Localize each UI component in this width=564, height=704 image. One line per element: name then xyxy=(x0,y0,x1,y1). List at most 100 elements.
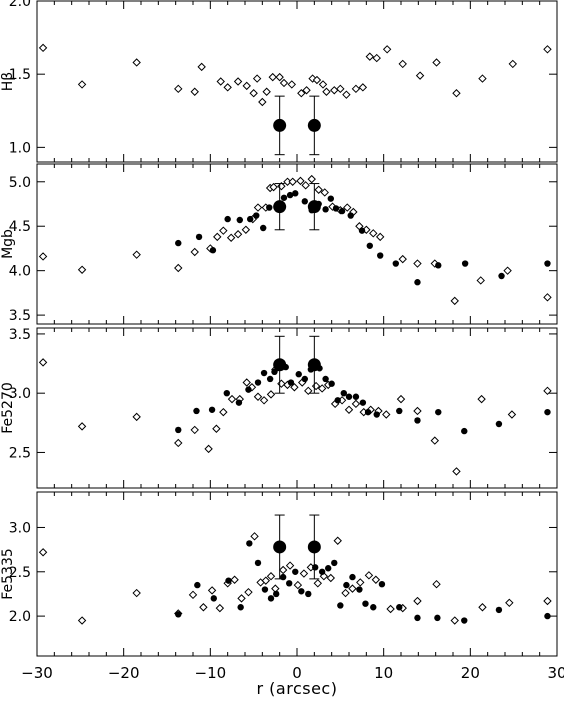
data-point-open-diamond xyxy=(430,436,440,445)
data-point-filled xyxy=(362,600,369,607)
data-point-filled xyxy=(461,260,469,267)
data-point-open-diamond xyxy=(262,87,271,96)
data-point-open-diamond xyxy=(227,394,237,404)
data-point-open-diamond xyxy=(371,575,381,584)
y-tick-label: 1.0 xyxy=(9,140,31,156)
data-point-open-diamond xyxy=(247,383,257,392)
data-point-open-diamond xyxy=(259,396,269,405)
data-point-filled xyxy=(377,252,384,259)
data-point-filled xyxy=(175,611,182,618)
data-point-filled xyxy=(266,375,274,383)
data-point-open-diamond xyxy=(174,84,183,94)
data-point-filled xyxy=(305,590,312,598)
y-tick-label: 5.0 xyxy=(9,175,31,191)
data-point-open-diamond xyxy=(413,259,422,268)
data-point-filled xyxy=(435,408,442,416)
data-point-filled xyxy=(334,397,341,404)
data-point-filled xyxy=(225,577,232,584)
data-point-open-diamond xyxy=(190,87,199,96)
data-point-open-diamond xyxy=(508,59,518,69)
data-point-open-diamond xyxy=(38,358,48,367)
data-point-open-diamond xyxy=(314,185,323,194)
data-point-open-diamond xyxy=(233,230,243,239)
series-open-diamond xyxy=(38,532,552,625)
data-point-open-diamond xyxy=(219,226,228,235)
data-point-open-diamond xyxy=(365,52,375,61)
data-point-open-diamond xyxy=(77,265,87,274)
panel-2: 3.5 4.0 4.5 5.0 Mgb xyxy=(0,163,558,325)
data-point-open-diamond xyxy=(244,587,253,597)
data-point-open-diamond xyxy=(190,247,199,257)
data-point-filled xyxy=(364,408,372,416)
data-point-filled xyxy=(325,565,332,572)
data-point-open-diamond xyxy=(242,378,251,387)
data-point-open-diamond xyxy=(326,573,336,583)
data-point-open-diamond xyxy=(369,229,378,238)
data-point-open-diamond xyxy=(413,406,422,416)
data-point-large xyxy=(307,118,321,132)
data-point-open-diamond xyxy=(351,84,361,94)
data-point-open-diamond xyxy=(261,576,271,585)
data-point-open-diamond xyxy=(343,203,352,212)
data-point-open-diamond xyxy=(226,233,236,242)
data-point-filled xyxy=(260,369,268,377)
data-point-open-diamond xyxy=(348,584,357,593)
data-point-filled xyxy=(266,204,273,211)
data-point-filled xyxy=(340,389,347,397)
data-point-filled xyxy=(246,540,253,547)
data-point-filled xyxy=(392,260,399,267)
data-point-filled xyxy=(414,417,421,424)
data-point-filled xyxy=(337,602,344,609)
data-point-filled xyxy=(236,216,243,224)
data-point-open-diamond xyxy=(253,392,263,401)
data-point-filled xyxy=(286,580,293,587)
data-point-open-diamond xyxy=(543,45,552,54)
x-axis-label: r (arcsec) xyxy=(257,679,338,698)
data-point-open-diamond xyxy=(543,596,552,606)
data-point-filled xyxy=(338,207,346,215)
data-point-open-diamond xyxy=(351,399,361,409)
data-point-filled xyxy=(414,279,421,286)
data-point-open-diamond xyxy=(543,386,552,396)
y-tick-label: 2.5 xyxy=(9,445,31,461)
data-point-filled xyxy=(327,195,334,202)
data-point-open-diamond xyxy=(372,53,381,63)
data-point-filled xyxy=(195,233,203,241)
data-point-open-diamond xyxy=(543,293,552,302)
x-tick-label: −10 xyxy=(195,664,227,682)
data-point-open-diamond xyxy=(301,181,310,190)
y-tick-label: 2.5 xyxy=(9,565,31,581)
data-point-filled xyxy=(273,590,280,598)
data-point-filled xyxy=(434,614,441,622)
data-point-open-diamond xyxy=(233,77,243,86)
data-point-open-diamond xyxy=(503,266,512,275)
data-point-filled xyxy=(332,205,340,212)
series-big-dot-errorbar xyxy=(273,183,321,231)
data-point-open-diamond xyxy=(478,74,487,83)
y-tick-label: 4.5 xyxy=(9,219,31,235)
data-point-open-diamond xyxy=(382,45,392,54)
data-point-filled xyxy=(359,399,367,406)
data-point-filled xyxy=(331,559,338,567)
panel-1: 1.0 1.5 2.0 Hβ xyxy=(0,0,558,163)
x-tick-labels: −30 −20 −10 0 10 20 30 xyxy=(21,664,564,682)
data-point-filled xyxy=(175,426,182,434)
data-point-open-diamond xyxy=(132,58,141,67)
data-point-open-diamond xyxy=(279,78,289,88)
data-point-open-diamond xyxy=(287,80,297,89)
data-point-open-diamond xyxy=(344,405,354,414)
data-point-filled xyxy=(224,215,231,223)
data-point-filled xyxy=(223,389,230,397)
data-point-open-diamond xyxy=(415,71,425,80)
data-point-open-diamond xyxy=(477,394,486,404)
data-point-open-diamond xyxy=(313,579,323,588)
series-big-dot-errorbar xyxy=(273,335,321,394)
data-point-open-diamond xyxy=(296,176,305,186)
data-point-filled xyxy=(271,368,278,376)
data-point-filled xyxy=(373,411,380,418)
data-point-filled xyxy=(193,407,200,415)
data-point-open-diamond xyxy=(268,72,277,82)
data-point-large xyxy=(273,358,287,372)
data-point-open-diamond xyxy=(450,296,459,306)
